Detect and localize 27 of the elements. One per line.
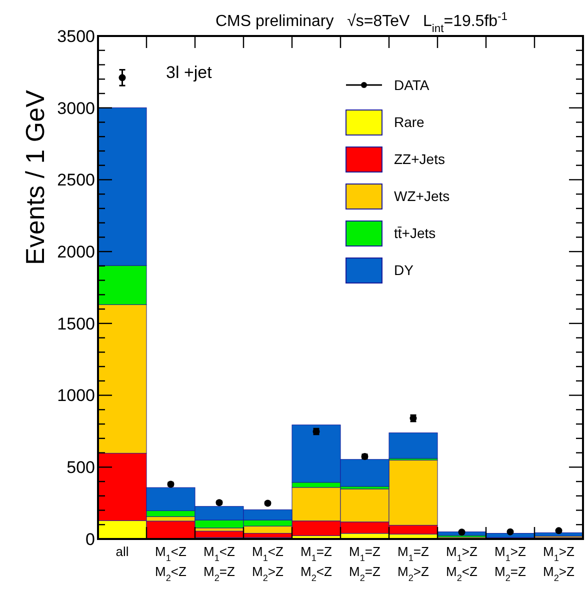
- legend-label: Rare: [394, 114, 425, 130]
- y-tick-label: 1500: [57, 314, 95, 334]
- annotation: 3l +jet: [166, 63, 212, 82]
- y-tick-label: 2000: [57, 242, 95, 262]
- x-tick-label: M$_{1}$>Z M$_{2}$=Z: [494, 544, 526, 583]
- y-tick-label: 3500: [57, 26, 95, 46]
- chart-title: CMS preliminary √s=8TeV L$_{int}$=19.5fb$^{-1}$: [215, 11, 508, 35]
- y-tick-label: 0: [86, 530, 95, 549]
- y-tick-label: 3000: [57, 98, 95, 118]
- legend-label: ZZ+Jets: [394, 150, 445, 167]
- y-tick-label: 1000: [57, 386, 95, 406]
- x-tick-label: M$_{1}$<Z M$_{2}$=Z: [204, 544, 236, 583]
- x-tick-label: M$_{1}$=Z M$_{2}$<Z: [300, 544, 332, 583]
- x-tick-label: M$_{1}$=Z M$_{2}$>Z: [398, 544, 430, 583]
- y-axis-title: Events / 1 GeV: [20, 89, 50, 265]
- x-tick-label: M$_{1}$<Z M$_{2}$<Z: [155, 544, 187, 583]
- x-tick-label: M$_{1}$>Z M$_{2}$<Z: [446, 544, 478, 583]
- legend-label: WZ+Jets: [394, 188, 450, 204]
- legend-label: tt̄+Jets: [394, 224, 436, 241]
- y-tick-label: 2500: [57, 170, 95, 190]
- y-tick-label: 500: [66, 458, 95, 478]
- x-tick-label: all: [116, 544, 129, 559]
- legend-label: DATA: [394, 76, 430, 93]
- x-tick-label: M$_{1}$<Z M$_{2}$>Z: [252, 544, 284, 583]
- x-tick-label: M$_{1}$=Z M$_{2}$=Z: [349, 544, 381, 583]
- legend-label: DY: [394, 262, 414, 278]
- x-tick-label: M$_{1}$>Z M$_{2}$>Z: [543, 544, 575, 583]
